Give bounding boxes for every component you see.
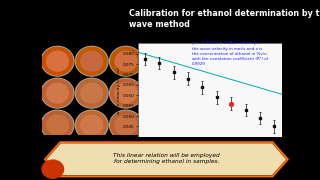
Circle shape (115, 51, 137, 71)
Text: Spatio-temporal patterns of
the propagating waves in the
BZ system at different : Spatio-temporal patterns of the propagat… (44, 136, 112, 159)
Circle shape (42, 47, 73, 75)
Text: y = -0.0202x + 0.0817, where y is
the wave velocity in mm/s and x is
the concent: y = -0.0202x + 0.0817, where y is the wa… (192, 41, 268, 66)
Circle shape (47, 51, 68, 71)
Circle shape (76, 79, 107, 107)
Circle shape (81, 83, 103, 103)
Circle shape (81, 51, 103, 71)
Circle shape (76, 47, 107, 75)
Y-axis label: wave velocity (mm/s): wave velocity (mm/s) (117, 66, 121, 114)
Circle shape (42, 79, 73, 107)
Polygon shape (45, 142, 288, 176)
Text: 13: 13 (48, 167, 57, 172)
Circle shape (115, 83, 137, 103)
Circle shape (110, 47, 141, 75)
Circle shape (42, 160, 64, 178)
Circle shape (110, 111, 141, 139)
Circle shape (41, 110, 74, 140)
Circle shape (41, 46, 74, 76)
Circle shape (47, 83, 68, 103)
Circle shape (76, 111, 107, 139)
Circle shape (109, 78, 142, 108)
Circle shape (41, 78, 74, 108)
Circle shape (42, 111, 73, 139)
Circle shape (75, 78, 108, 108)
Text: Calibration for ethanol determination by the
wave method: Calibration for ethanol determination by… (129, 9, 320, 29)
X-axis label: [EtOH] (%v/v): [EtOH] (%v/v) (195, 146, 225, 150)
Circle shape (81, 115, 103, 135)
Circle shape (75, 46, 108, 76)
Circle shape (47, 115, 68, 135)
Circle shape (109, 46, 142, 76)
Circle shape (75, 110, 108, 140)
Circle shape (110, 79, 141, 107)
Circle shape (115, 115, 137, 135)
Text: This linear relation will be employed
for determining ethanol in samples.: This linear relation will be employed fo… (113, 153, 220, 164)
Circle shape (109, 110, 142, 140)
